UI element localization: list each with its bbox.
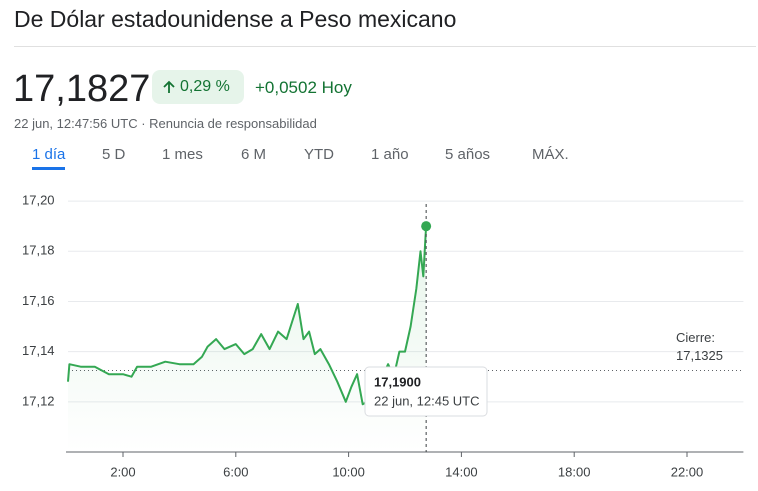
x-tick-label: 14:00 <box>445 464 478 479</box>
tab[interactable]: 5 D <box>102 146 126 163</box>
tab[interactable]: 1 día <box>32 146 66 170</box>
price: 17,1827 <box>13 68 151 110</box>
tooltip-box <box>364 366 488 417</box>
separator <box>14 46 756 47</box>
y-tick-label: 17,12 <box>22 393 55 408</box>
area <box>68 226 427 452</box>
tabs: 1 día 5 D 1 mes 6 M YTD 1 año 5 años MÁX. <box>0 146 758 174</box>
timestamp-row: 22 jun, 12:47:56 UTCRenuncia de responsa… <box>14 116 317 131</box>
tooltip-value: 17,1900 <box>374 374 421 389</box>
x-tick-label: 6:00 <box>223 464 248 479</box>
previous-close-label: Cierre: <box>676 330 715 345</box>
y-tick-label: 17,18 <box>22 243 55 258</box>
x-tick-label: 22:00 <box>671 464 704 479</box>
tab[interactable]: MÁX. <box>532 146 569 163</box>
hover-point <box>421 221 432 232</box>
x-tick-label: 10:00 <box>332 464 365 479</box>
x-tick-label: 18:00 <box>558 464 591 479</box>
tab[interactable]: YTD <box>304 146 334 163</box>
x-tick-label: 2:00 <box>110 464 135 479</box>
y-tick-label: 17,16 <box>22 293 55 308</box>
timestamp: 22 jun, 12:47:56 UTC <box>14 116 138 131</box>
y-tick-label: 17,20 <box>22 193 55 208</box>
title: De Dólar estadounidense a Peso mexicano <box>14 6 457 32</box>
tab[interactable]: 1 año <box>371 146 409 163</box>
previous-close-value: 17,1325 <box>676 348 723 363</box>
change-pct: 0,29 % <box>180 78 230 95</box>
tooltip-time: 22 jun, 12:45 UTC <box>374 393 480 408</box>
tab[interactable]: 5 años <box>445 146 491 163</box>
disclaimer[interactable]: Renuncia de responsabilidad <box>138 116 317 131</box>
change-abs: +0,0502 Hoy <box>255 78 352 97</box>
change-chip: 0,29 % <box>152 70 244 104</box>
tab[interactable]: 6 M <box>241 146 267 163</box>
tab[interactable]: 1 mes <box>162 146 203 163</box>
y-tick-label: 17,14 <box>22 343 55 358</box>
up-arrow <box>163 80 175 93</box>
